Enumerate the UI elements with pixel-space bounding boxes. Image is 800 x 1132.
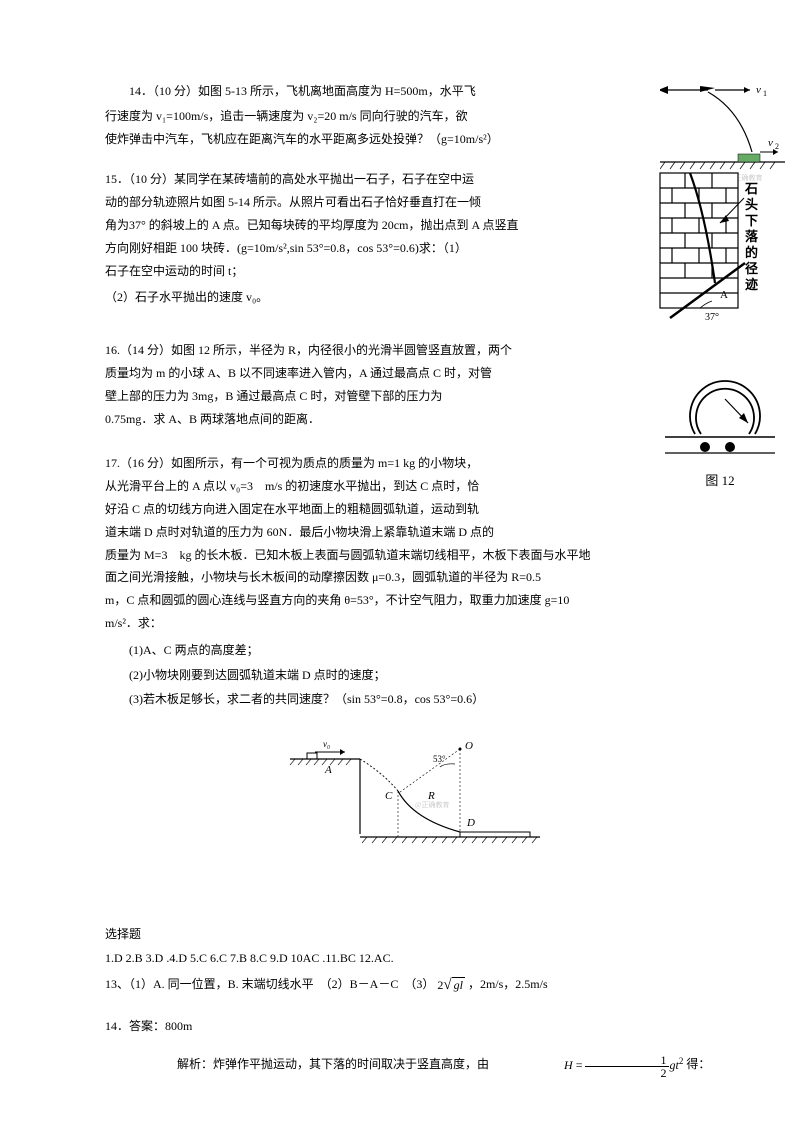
problem-15-line3: 角为37° 的斜坡上的 A 点。已知每块砖的平均厚度为 20cm，抛出点到 A … <box>105 214 580 237</box>
svg-text:ν: ν <box>768 137 773 149</box>
problem-16-line1: 16.（14 分）如图 12 所示，半径为 R，内径很小的光滑半圆管竖直放置，两… <box>105 339 595 362</box>
formula-freefall: H = 12gt2 <box>492 1052 683 1079</box>
answers-section: 选择题 1.D 2.B 3.D .4.D 5.C 6.C 7.B 8.C 9.D… <box>105 922 725 1079</box>
svg-text:A: A <box>720 289 728 301</box>
svg-text:ν: ν <box>756 84 761 96</box>
problem-16: 16.（14 分）如图 12 所示，半径为 R，内径很小的光滑半圆管竖直放置，两… <box>105 339 725 430</box>
answers-q13-part2: ，2m/s，2.5m/s <box>468 977 548 991</box>
answers-q14: 14．答案：800m <box>105 1014 725 1038</box>
svg-text:53°: 53° <box>433 754 446 764</box>
problem-17-sub3: (3)若木板足够长，求二者的共同速度？（sin 53°=0.8，cos 53°=… <box>105 688 725 711</box>
answers-q14-expl-part1: 解析：炸弹作平抛运动，其下落的时间取决于竖直高度，由 <box>177 1057 492 1071</box>
problem-15-line6: （2）石子水平抛出的速度 v₀。 <box>105 286 580 309</box>
svg-text:D: D <box>466 817 475 829</box>
problem-17: 17.（16 分）如图所示，有一个可视为质点的质量为 m=1 kg 的小物块， … <box>105 452 725 711</box>
svg-text:下: 下 <box>745 213 758 228</box>
problem-17-sub2: (2)小物块刚要到达圆弧轨道末端 D 点时的速度； <box>105 664 725 687</box>
svg-text:A: A <box>324 764 332 776</box>
answers-title: 选择题 <box>105 922 725 946</box>
problem-16-line3: 壁上部的压力为 3mg，B 通过最高点 C 时，对管壁下部的压力为 <box>105 385 595 408</box>
svg-text:径: 径 <box>745 261 758 276</box>
problem-15-line4: 方向刚好相距 100 块砖．(g=10m/s²,sin 53°=0.8，cos … <box>105 237 580 260</box>
svg-text:石: 石 <box>744 181 758 196</box>
problem-17-line5: 质量为 M=3 kg 的长木板．已知木板上表面与圆弧轨道末端切线相平，木板下表面… <box>105 544 725 567</box>
sqrt-2gl: 2√gl <box>437 970 465 1000</box>
problem-14: 14．（10 分）如图 5-13 所示，飞机离地面高度为 H=500m，水平飞 … <box>105 80 725 150</box>
answers-q13: 13、（1）A. 同一位置，B. 末端切线水平 （2）B－A－C （3） 2√g… <box>105 970 725 1000</box>
svg-text:1: 1 <box>763 89 767 98</box>
problem-15: 15．（10 分）某同学在某砖墙前的高处水平抛出一石子，石子在空中运 动的部分轨… <box>105 168 725 309</box>
problem-17-line3: 好沿 C 点的切线方向进入固定在水平地面上的粗糙圆弧轨道，运动到轨 <box>105 498 595 521</box>
problem-14-line3: 使炸弹击中汽车，飞机应在距离汽车的水平距离多远处投弹？（g=10m/s²） <box>105 128 595 151</box>
problem-17-line6: 面之间光滑接触，小物块与长木板间的动摩擦因数 μ=0.3，圆弧轨道的半径为 R=… <box>105 566 725 589</box>
svg-text:的: 的 <box>745 245 758 260</box>
figure-5-14: A 37° 石 头 下 落 的 径 迹 <box>650 163 790 346</box>
svg-text:37°: 37° <box>705 312 719 323</box>
svg-text:头: 头 <box>745 197 758 212</box>
problem-17-line2: 从光滑平台上的 A 点以 v₀=3 m/s 的初速度水平抛出，到达 C 点时，恰 <box>105 475 595 498</box>
problem-16-line4: 0.75mg．求 A、B 两球落地点间的距离． <box>105 408 595 431</box>
problem-17-sub1: (1)A、C 两点的高度差； <box>105 639 725 662</box>
svg-text:v₀: v₀ <box>323 739 330 749</box>
problem-17-line7: m，C 点和圆弧的圆心连线与竖直方向的夹角 θ=53°，不计空气阻力，取重力加速… <box>105 589 725 612</box>
answers-q14-explanation: 解析：炸弹作平抛运动，其下落的时间取决于竖直高度，由 H = 12gt2 得： <box>105 1052 725 1079</box>
svg-text:@正确教育: @正确教育 <box>415 800 449 809</box>
problem-17-line4: 道末端 D 点时对轨道的压力为 60N．最后小物块滑上紧靠轨道末端 D 点的 <box>105 521 595 544</box>
svg-text:C: C <box>385 790 393 802</box>
answers-mc: 1.D 2.B 3.D .4.D 5.C 6.C 7.B 8.C 9.D 10A… <box>105 946 725 970</box>
problem-17-line1: 17.（16 分）如图所示，有一个可视为质点的质量为 m=1 kg 的小物块， <box>105 452 595 475</box>
svg-text:2: 2 <box>775 142 779 151</box>
answers-q13-part1: 13、（1）A. 同一位置，B. 末端切线水平 （2）B－A－C （3） <box>105 977 434 991</box>
answers-q14-expl-part2: 得： <box>686 1057 710 1071</box>
figure-17: v₀ A O 53° C R @正确教育 D <box>105 729 725 862</box>
svg-text:落: 落 <box>745 229 759 244</box>
problem-15-line2: 动的部分轨迹照片如图 5-14 所示。从照片可看出石子恰好垂直打在一倾 <box>105 191 580 214</box>
svg-text:O: O <box>465 740 473 752</box>
svg-text:迹: 迹 <box>745 277 758 292</box>
problem-15-line1: 15．（10 分）某同学在某砖墙前的高处水平抛出一石子，石子在空中运 <box>105 168 580 191</box>
problem-14-line2: 行速度为 v₁=100m/s，追击一辆速度为 v₂=20 m/s 同向行驶的汽车… <box>105 105 595 128</box>
problem-16-line2: 质量均为 m 的小球 A、B 以不同速率进入管内，A 通过最高点 C 时，对管 <box>105 362 595 385</box>
problem-17-line8: m/s²．求： <box>105 612 725 635</box>
problem-14-line1: 14．（10 分）如图 5-13 所示，飞机离地面高度为 H=500m，水平飞 <box>105 80 595 103</box>
problem-15-line5: 石子在空中运动的时间 t； <box>105 260 580 283</box>
